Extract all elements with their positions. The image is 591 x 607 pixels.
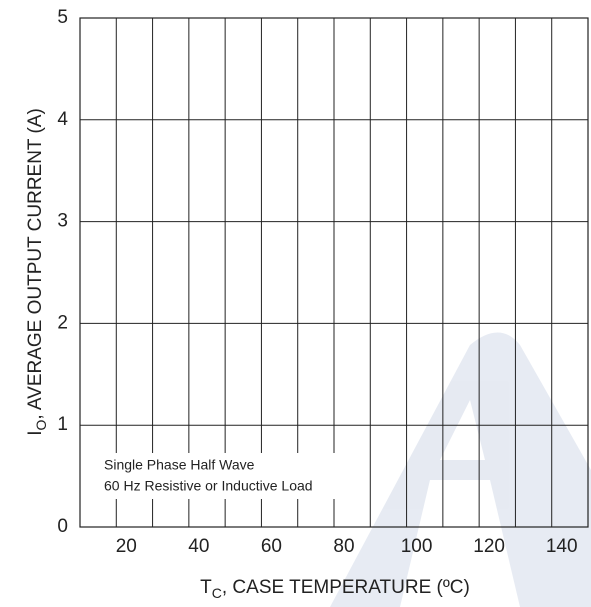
- annotation: 60 Hz Resistive or Inductive Load: [104, 478, 313, 494]
- x-tick-label: 40: [188, 536, 209, 557]
- x-tick-label: 80: [333, 536, 354, 557]
- y-tick-label: 2: [57, 312, 68, 333]
- plot-frame: [79, 17, 589, 528]
- y-axis-label: IO, AVERAGE OUTPUT CURRENT (A): [25, 108, 49, 436]
- x-tick-label: 140: [546, 536, 578, 557]
- x-tick-label: 120: [473, 536, 505, 557]
- annotation: Single Phase Half Wave: [104, 457, 255, 473]
- x-tick-label: 60: [261, 536, 282, 557]
- y-tick-label: 1: [57, 414, 68, 435]
- x-tick-label: 20: [116, 536, 137, 557]
- x-tick-label: 100: [401, 536, 433, 557]
- y-tick-label: 5: [57, 7, 68, 28]
- watermark: [330, 332, 591, 607]
- y-tick-label: 3: [57, 211, 68, 232]
- y-tick-label: 0: [57, 516, 68, 537]
- x-axis-label: TC, CASE TEMPERATURE (ºC): [200, 577, 470, 601]
- annotation-box: [100, 453, 345, 499]
- y-tick-label: 4: [57, 109, 68, 130]
